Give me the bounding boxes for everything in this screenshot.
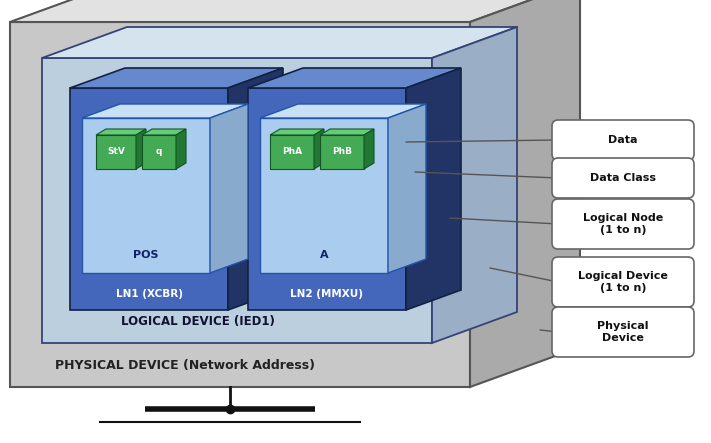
FancyBboxPatch shape — [552, 120, 694, 160]
Polygon shape — [70, 88, 228, 310]
Polygon shape — [10, 0, 580, 22]
Text: q: q — [156, 148, 162, 156]
Text: Data Class: Data Class — [590, 173, 656, 183]
Polygon shape — [270, 135, 314, 169]
FancyBboxPatch shape — [552, 158, 694, 198]
Polygon shape — [42, 27, 517, 58]
Polygon shape — [388, 104, 426, 273]
Polygon shape — [42, 58, 432, 343]
Polygon shape — [248, 88, 406, 310]
Polygon shape — [260, 104, 426, 118]
Text: PhA: PhA — [282, 148, 302, 156]
Polygon shape — [136, 129, 146, 169]
Polygon shape — [270, 129, 324, 135]
Polygon shape — [10, 22, 470, 387]
Text: Physical
Device: Physical Device — [597, 321, 648, 343]
Polygon shape — [248, 68, 461, 88]
Polygon shape — [96, 129, 146, 135]
Text: LN1 (XCBR): LN1 (XCBR) — [115, 289, 183, 299]
Polygon shape — [320, 129, 374, 135]
Polygon shape — [70, 68, 283, 88]
Polygon shape — [82, 118, 210, 273]
Polygon shape — [228, 68, 283, 310]
Text: Data: Data — [608, 135, 638, 145]
Polygon shape — [432, 27, 517, 343]
Text: PhB: PhB — [332, 148, 352, 156]
Polygon shape — [82, 104, 248, 118]
FancyBboxPatch shape — [552, 257, 694, 307]
Text: LOGICAL DEVICE (IED1): LOGICAL DEVICE (IED1) — [121, 315, 275, 327]
Polygon shape — [142, 129, 186, 135]
Polygon shape — [260, 118, 388, 273]
Text: POS: POS — [133, 250, 159, 260]
Text: Logical Device
(1 to n): Logical Device (1 to n) — [578, 271, 668, 293]
FancyBboxPatch shape — [552, 199, 694, 249]
Text: LN2 (MMXU): LN2 (MMXU) — [291, 289, 363, 299]
Polygon shape — [364, 129, 374, 169]
Polygon shape — [210, 104, 248, 273]
Polygon shape — [314, 129, 324, 169]
Polygon shape — [406, 68, 461, 310]
Polygon shape — [320, 135, 364, 169]
Text: StV: StV — [107, 148, 125, 156]
Polygon shape — [96, 135, 136, 169]
Polygon shape — [142, 135, 176, 169]
Text: A: A — [320, 250, 328, 260]
FancyBboxPatch shape — [552, 307, 694, 357]
Polygon shape — [470, 0, 580, 387]
Text: Logical Node
(1 to n): Logical Node (1 to n) — [583, 213, 663, 235]
Polygon shape — [176, 129, 186, 169]
Text: PHYSICAL DEVICE (Network Address): PHYSICAL DEVICE (Network Address) — [55, 358, 315, 372]
